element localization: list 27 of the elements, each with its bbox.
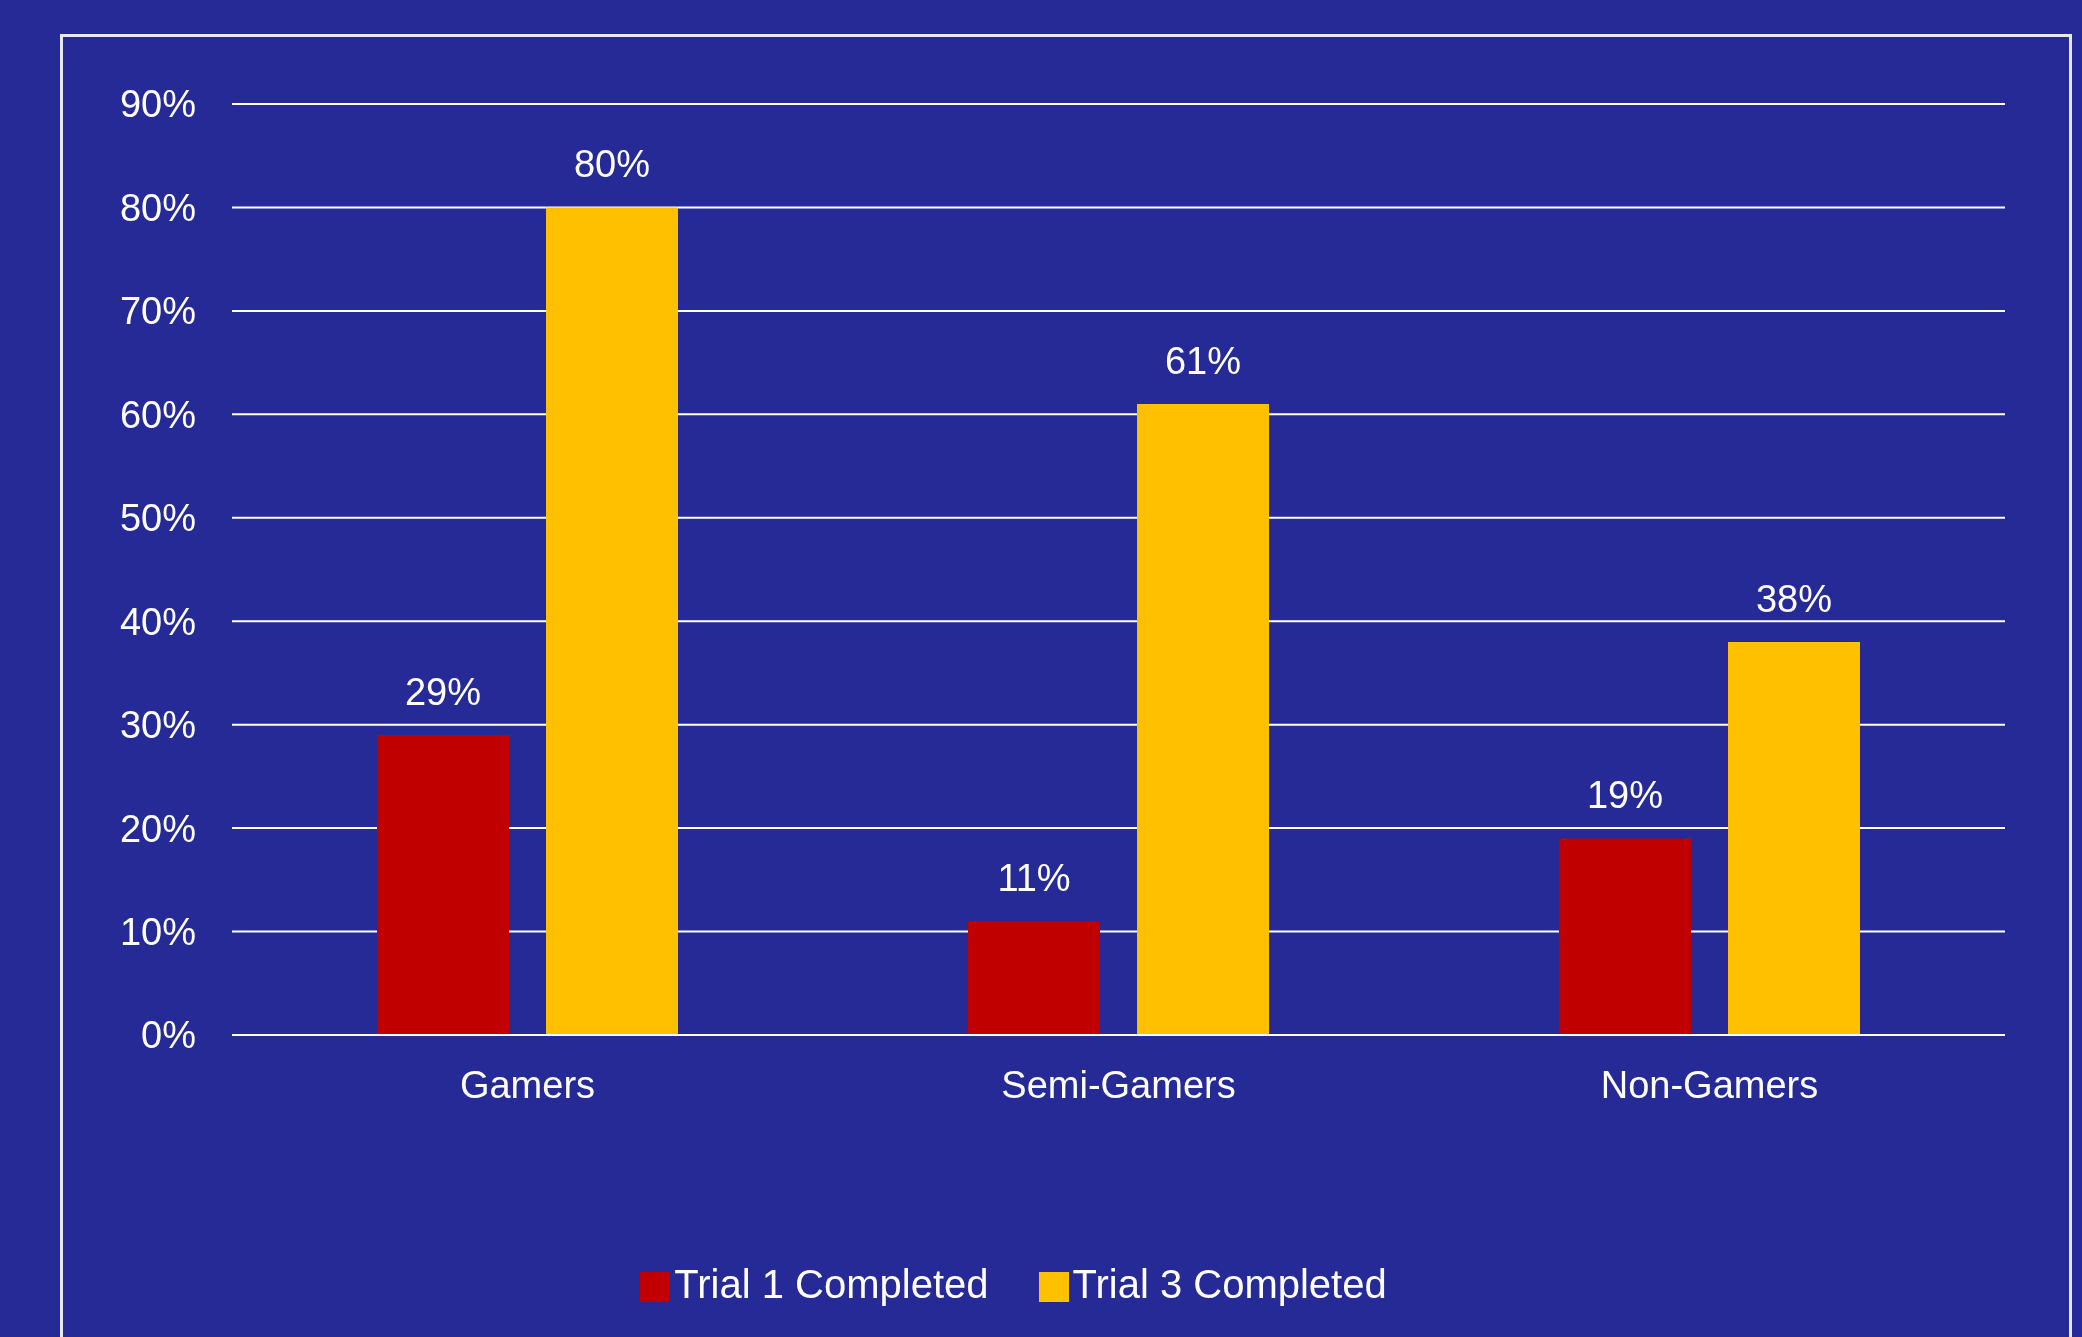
y-tick-label: 50% [119, 497, 196, 540]
y-tick-label: 60% [119, 393, 196, 436]
y-tick-label: 20% [119, 807, 196, 850]
y-tick-label: 40% [119, 600, 196, 643]
y-tick-label: 0% [141, 1014, 196, 1057]
data-label: 19% [1586, 774, 1664, 817]
data-label: 61% [1164, 339, 1242, 382]
data-label: 11% [997, 857, 1071, 900]
bar [1137, 403, 1269, 1035]
y-tick-label: 90% [119, 83, 196, 126]
data-label: 38% [1755, 577, 1833, 620]
data-label: 80% [573, 143, 651, 186]
bar [1559, 838, 1691, 1035]
x-tick-label: Gamers [459, 1063, 596, 1106]
legend-label: Trial 3 Completed [1072, 1262, 1387, 1306]
y-tick-label: 80% [119, 186, 196, 229]
x-tick-label: Semi-Gamers [1001, 1063, 1236, 1106]
bar [968, 921, 1100, 1035]
y-tick-label: 30% [119, 704, 196, 747]
x-tick-label: Non-Gamers [1600, 1063, 1819, 1106]
data-label: 29% [404, 671, 482, 714]
bar [377, 735, 509, 1035]
y-tick-label: 10% [119, 911, 196, 954]
bar [1728, 641, 1860, 1035]
y-tick-label: 70% [119, 290, 196, 333]
bar [546, 207, 678, 1035]
legend-label: Trial 1 Completed [674, 1262, 989, 1306]
